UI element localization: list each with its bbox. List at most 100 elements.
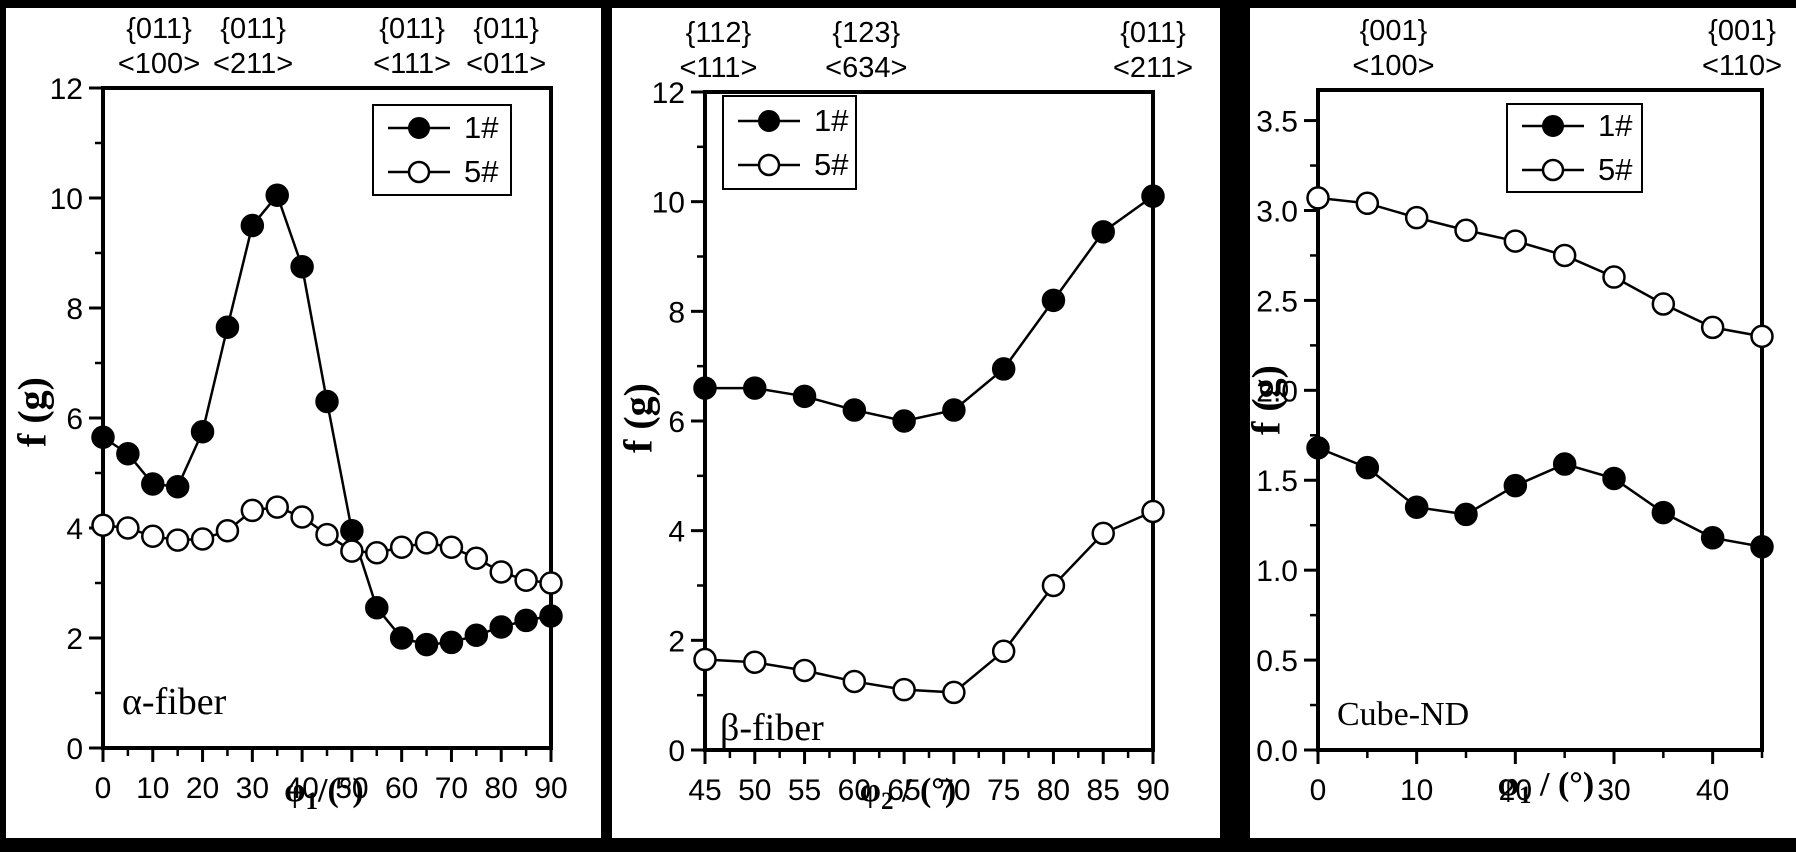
x-tick-label: 50 [335, 772, 368, 805]
data-point-1# [340, 519, 364, 543]
x-axis-title: φ2 / (°) [860, 772, 956, 816]
data-point-1# [141, 472, 165, 496]
x-tick-label: 80 [485, 772, 518, 805]
series-line-1# [1317, 446, 1763, 549]
x-tick-label: 70 [435, 772, 468, 805]
axis-units: / (°) [893, 772, 957, 809]
cube-nd-plot: 0 10 20 30 40 0.0 0.5 1.0 1.5 2.0 2.5 3.0 3.5 [1256, 88, 1774, 807]
data-point-1# [991, 357, 1016, 381]
series-line-1# [102, 192, 552, 646]
legend: 1# 5# [372, 104, 512, 196]
data-point-5# [389, 535, 414, 559]
x-tick-label: 10 [1400, 774, 1433, 807]
data-point-5# [240, 498, 265, 523]
data-point-1# [489, 615, 513, 639]
y-tick-label: 0 [66, 733, 83, 766]
x-tick-label: 0 [1310, 774, 1327, 807]
data-point-1# [842, 398, 867, 422]
data-point-5# [991, 639, 1016, 664]
data-point-1# [365, 596, 389, 620]
phi-symbol: φ [284, 772, 306, 809]
plot-frame [1316, 88, 1764, 752]
data-point-1# [1700, 526, 1725, 550]
y-tick-label: 2 [668, 625, 685, 658]
y-tick-label: 4 [66, 513, 83, 546]
legend-label: 1# [814, 102, 849, 138]
phi-symbol: φ [859, 772, 882, 809]
x-tick-label: 30 [1597, 774, 1630, 807]
data-point-1# [942, 398, 966, 422]
legend-item-2: 5# [1520, 152, 1632, 188]
x-tick-label: 90 [534, 772, 567, 805]
x-tick-label: 50 [738, 774, 771, 807]
data-point-1# [1404, 495, 1429, 519]
alpha-fiber-panel: 0 10 20 30 40 50 60 70 80 90 0 2 4 6 8 10 12 {011} <100>{… [6, 8, 601, 838]
data-point-5# [340, 539, 364, 563]
y-tick-label: 8 [668, 296, 685, 329]
legend-item-1: 1# [736, 103, 848, 139]
data-point-1# [1306, 436, 1330, 460]
data-point-1# [514, 608, 538, 633]
y-tick-label: 1.0 [1256, 555, 1298, 588]
beta-fiber-panel: 45 50 55 60 65 70 75 80 85 90 0 2 4 6 8 10 12 {112} <111>… [612, 8, 1220, 838]
x-tick-label: 40 [285, 772, 318, 805]
y-tick-label: 1.5 [1256, 465, 1298, 498]
filled-circle-marker-icon [1522, 115, 1584, 137]
data-point-5# [1404, 205, 1429, 230]
filled-circle-marker-icon [388, 117, 450, 139]
legend-item-2: 5# [386, 154, 498, 190]
x-tick-label: 80 [1037, 774, 1070, 807]
open-circle-marker-icon [1522, 158, 1584, 182]
data-point-5# [1750, 324, 1774, 349]
series-line-5# [704, 510, 1154, 694]
y-tick-label: 0.5 [1256, 645, 1298, 678]
data-point-1# [91, 425, 115, 449]
data-point-5# [1355, 191, 1380, 216]
data-point-5# [1041, 573, 1066, 598]
y-axis-title: f (g) [615, 383, 661, 453]
data-point-5# [1503, 229, 1528, 253]
data-point-1# [693, 376, 717, 400]
series-line-5# [1317, 196, 1763, 338]
plot-frame [101, 86, 553, 750]
legend-label: 1# [464, 110, 499, 145]
legend-label: 5# [464, 154, 499, 189]
legend-label: 5# [1598, 152, 1633, 187]
data-point-1# [539, 604, 563, 628]
x-tick-label: 85 [1087, 774, 1120, 807]
y-tick-label: 10 [652, 187, 685, 220]
y-tick-label: 2 [66, 623, 83, 656]
phi-symbol: φ [1497, 766, 1520, 803]
x-tick-label: 20 [1499, 774, 1532, 807]
data-point-5# [1700, 315, 1725, 340]
data-point-5# [116, 516, 140, 540]
legend-item-1: 1# [1520, 108, 1632, 144]
open-circle-marker-icon [738, 153, 800, 176]
x-tick-label: 90 [1136, 774, 1169, 807]
data-point-1# [892, 409, 916, 433]
data-point-5# [1454, 218, 1478, 243]
axis-units: / (°) [1531, 766, 1595, 803]
y-axis-title: f (g) [9, 377, 55, 447]
data-point-1# [1651, 500, 1676, 525]
data-point-5# [792, 658, 817, 683]
y-tick-label: 3.0 [1256, 195, 1298, 228]
data-point-5# [265, 495, 289, 519]
x-axis-title: φ1 / (°) [1498, 766, 1594, 810]
data-point-5# [315, 522, 339, 547]
series-line-1# [705, 195, 1154, 423]
legend: 1# 5# [722, 95, 857, 190]
data-point-5# [539, 571, 563, 595]
data-point-5# [1306, 186, 1330, 210]
legend-label: 1# [1598, 108, 1633, 143]
y-axis-title: f (g) [1243, 365, 1289, 435]
x-tick-label: 55 [788, 774, 821, 807]
x-tick-label: 20 [186, 772, 219, 805]
axis-units: /(°) [318, 772, 364, 809]
phi-subscript: 1 [1519, 782, 1532, 809]
beta-fiber-plot: 45 50 55 60 65 70 75 80 85 90 0 2 4 6 8 10 12 [652, 77, 1170, 807]
data-point-5# [290, 505, 314, 529]
x-axis-title: φ1/(°) [284, 772, 363, 816]
data-point-1# [1503, 473, 1528, 498]
